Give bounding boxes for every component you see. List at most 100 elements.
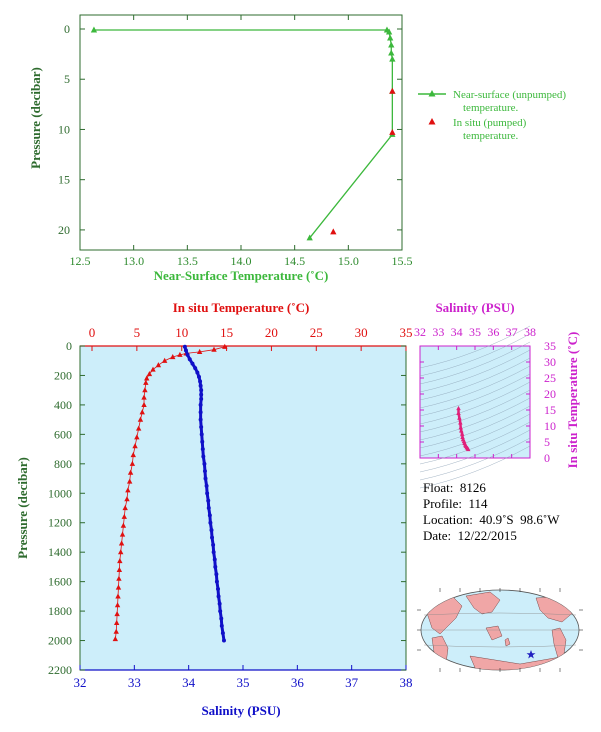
salinity-point <box>200 447 205 452</box>
temperature-point <box>137 416 144 422</box>
ts-point <box>459 431 465 436</box>
salinity-point <box>199 388 204 393</box>
chart1-x-tick-label: 12.5 <box>70 254 91 268</box>
chart3-y-tick-label: 20 <box>544 387 556 401</box>
temperature-point <box>132 443 138 449</box>
legend-red-triangle-swatch <box>428 118 436 125</box>
salinity-point <box>199 392 204 397</box>
float-info-block: Float: 8126 Profile: 114 Location: 40.9˚… <box>423 480 559 544</box>
temperature-point <box>141 401 147 408</box>
temperature-point <box>119 531 126 537</box>
salinity-point <box>202 469 207 474</box>
salinity-point <box>196 374 201 379</box>
chart1-y-tick-label: 5 <box>64 72 70 86</box>
density-contour <box>419 445 531 489</box>
salinity-point <box>209 528 214 533</box>
chart3-frame <box>419 345 531 459</box>
salinity-point <box>219 616 224 621</box>
float-location: Location: 40.9˚S 98.6˚W <box>423 512 560 527</box>
unpumped-temperature-point <box>388 41 395 48</box>
density-contour <box>419 365 531 409</box>
chart3-x-tick-label: 33 <box>432 325 444 339</box>
density-contour <box>419 325 531 369</box>
density-contour <box>419 333 531 377</box>
temperature-point <box>130 451 136 458</box>
temperature-point <box>113 619 120 625</box>
salinity-point <box>205 491 210 496</box>
chart2-bottom-axis-label: Salinity (PSU) <box>201 703 280 718</box>
salinity-point <box>195 370 200 375</box>
temperature-point <box>146 370 153 377</box>
chart1-y-tick-label: 20 <box>58 223 70 237</box>
chart2-y-tick-label: 1800 <box>48 604 72 618</box>
chart3-x-tick-label: 36 <box>487 325 499 339</box>
profile-date: Date: 12/22/2015 <box>423 528 517 543</box>
salinity-point <box>210 535 215 540</box>
temperature-point <box>143 379 149 385</box>
float-id: Float: 8126 <box>423 480 486 495</box>
salinity-point <box>216 587 221 591</box>
temperature-point <box>116 566 123 572</box>
chart2-y-tick-label: 2200 <box>48 663 72 677</box>
chart2-salinity-tick-label: 36 <box>291 675 305 690</box>
chart3-y-tick-label: 0 <box>544 451 550 465</box>
chart2-salinity-tick-label: 35 <box>237 675 250 690</box>
pumped-temperature-point <box>389 87 396 94</box>
salinity-point <box>220 631 225 636</box>
depth-profile-chart: 32 33 34 35 36 37 38 0 5 10 15 20 25 30 35 0 200 400 600… <box>15 300 413 718</box>
temperature-point <box>116 575 122 581</box>
temperature-point <box>115 584 122 590</box>
temperature-point <box>117 558 123 564</box>
salinity-point <box>212 557 217 562</box>
chart2-top-axis-label: In situ Temperature (˚C) <box>173 300 310 315</box>
profile-number: Profile: 114 <box>423 496 488 511</box>
chart3-y-tick-label: 30 <box>544 355 556 369</box>
salinity-point <box>190 361 195 366</box>
chart1-y-axis-label: Pressure (decibar) <box>28 67 43 169</box>
ts-diagram-chart: 32 33 34 35 36 37 38 0 5 10 15 20 25 30 35 Salinity (… <box>414 300 580 489</box>
chart1-y-tick-label: 15 <box>58 173 70 187</box>
salinity-point <box>199 397 204 402</box>
chart2-salinity-tick-label: 38 <box>400 675 413 690</box>
legend-series1-line1: Near-surface (unpumped) <box>453 89 566 101</box>
chart2-y-tick-label: 200 <box>54 368 72 382</box>
temperature-point <box>155 362 162 368</box>
temperature-point <box>113 628 119 634</box>
chart1-y-tick-label: 10 <box>58 122 70 136</box>
density-contour <box>419 349 531 393</box>
temperature-point <box>121 513 127 519</box>
density-contour <box>419 405 531 449</box>
ts-point <box>458 420 463 425</box>
density-contour <box>419 341 531 385</box>
temperature-point <box>118 549 124 555</box>
chart2-y-tick-label: 600 <box>54 427 72 441</box>
chart2-y-tick-label: 1000 <box>48 486 72 500</box>
temperature-point <box>125 487 131 493</box>
salinity-point <box>201 454 206 459</box>
salinity-point <box>199 425 204 429</box>
chart2-temperature-tick-label: 15 <box>220 325 233 340</box>
density-contour <box>419 413 531 457</box>
salinity-point <box>219 623 224 628</box>
chart2-temperature-tick-label: 5 <box>134 325 141 340</box>
temperature-point <box>120 522 127 528</box>
chart1-legend: Near-surface (unpumped) temperature. In … <box>418 89 566 142</box>
temperature-point <box>127 469 134 475</box>
chart2-y-tick-label: 1200 <box>48 516 72 530</box>
salinity-point <box>214 579 219 584</box>
temperature-point <box>211 346 217 352</box>
temperature-point <box>135 425 142 431</box>
chart1-x-tick-label: 13.5 <box>177 254 198 268</box>
temperature-point <box>129 460 136 466</box>
chart3-y-tick-label: 15 <box>544 403 556 417</box>
chart3-y-tick-label: 35 <box>544 339 556 353</box>
salinity-point <box>211 550 216 555</box>
temperature-point <box>139 409 145 415</box>
chart3-x-tick-label: 32 <box>414 325 426 339</box>
chart2-salinity-tick-label: 33 <box>128 675 141 690</box>
temperature-point <box>134 434 140 440</box>
salinity-point <box>208 520 213 525</box>
density-contour <box>419 397 531 441</box>
unpumped-temperature-point <box>385 28 393 35</box>
chart1-x-tick-label: 14.0 <box>231 254 252 268</box>
